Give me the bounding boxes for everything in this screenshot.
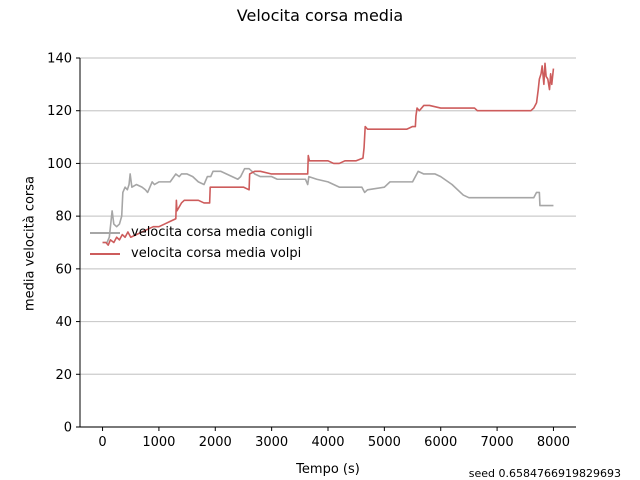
legend-swatch-volpi	[90, 252, 120, 255]
y-tick-label: 0	[64, 421, 72, 436]
series-line-1	[102, 62, 555, 246]
x-tick-label: 2000	[199, 435, 232, 450]
y-axis-label: media velocità corsa	[22, 175, 38, 312]
grid-lines	[80, 57, 576, 428]
y-tick-label: 20	[55, 368, 72, 383]
legend: velocita corsa media conigli velocita co…	[90, 222, 313, 264]
y-tick-label: 80	[55, 210, 72, 225]
x-axis-label: Tempo (s)	[296, 462, 360, 477]
legend-item-volpi: velocita corsa media volpi	[90, 243, 313, 264]
y-tick-label: 140	[47, 52, 72, 67]
x-tick-label: 0	[98, 435, 106, 450]
y-tick-label: 60	[55, 262, 72, 277]
seed-annotation: seed 0.6584766919829693	[468, 467, 621, 480]
legend-swatch-conigli	[90, 231, 120, 234]
legend-label-volpi: velocita corsa media volpi	[131, 246, 302, 261]
x-tick-label: 7000	[481, 435, 514, 450]
y-tick-label: 40	[55, 315, 72, 330]
x-tick-label: 1000	[142, 435, 175, 450]
x-tick-label: 6000	[424, 435, 457, 450]
x-tick-label: 4000	[311, 435, 344, 450]
legend-label-conigli: velocita corsa media conigli	[131, 225, 313, 240]
chart-title: Velocita corsa media	[236, 6, 404, 25]
series-line-0	[102, 167, 554, 244]
x-tick-label: 8000	[537, 435, 570, 450]
x-tick-label: 3000	[255, 435, 288, 450]
x-tick-label: 5000	[368, 435, 401, 450]
series-layer	[102, 62, 555, 246]
y-tick-label: 100	[47, 157, 72, 172]
ticks-layer: 0 20 40 60 80 100 120 140 0 1000 2000 3000 4000 5000 6…	[47, 52, 570, 451]
legend-item-conigli: velocita corsa media conigli	[90, 222, 313, 243]
y-tick-label: 120	[47, 104, 72, 119]
